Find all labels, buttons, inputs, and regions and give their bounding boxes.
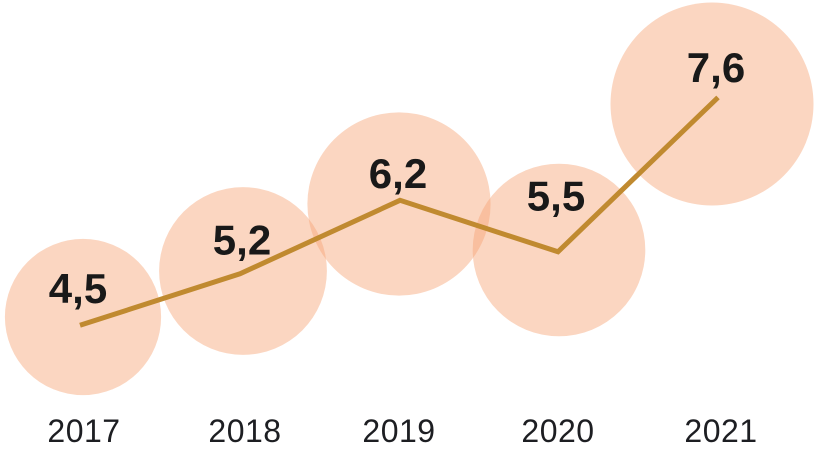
value-label-2017: 4,5 [49, 265, 107, 312]
year-label-2021: 2021 [684, 413, 757, 449]
value-label-2018: 5,2 [213, 217, 271, 264]
year-label-2019: 2019 [362, 413, 435, 449]
trend-line [79, 95, 720, 328]
bubble-2019 [307, 112, 491, 296]
year-label-2018: 2018 [208, 413, 281, 449]
year-label-2017: 2017 [47, 413, 120, 449]
bubble-2017 [4, 238, 162, 396]
value-label-2019: 6,2 [369, 150, 427, 197]
year-label-2020: 2020 [521, 413, 594, 449]
value-label-2020: 5,5 [527, 172, 585, 219]
value-label-2021: 7,6 [687, 44, 745, 91]
